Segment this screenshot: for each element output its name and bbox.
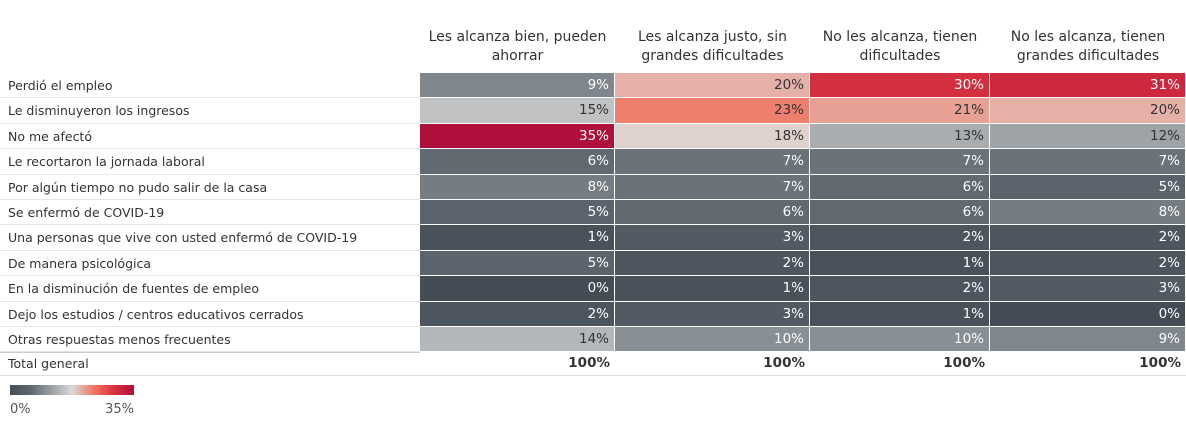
heat-cell: 2% (990, 225, 1186, 251)
heat-cell: 2% (420, 301, 615, 327)
row-label: Por algún tiempo no pudo salir de la cas… (0, 175, 420, 200)
heat-cell: 35% (420, 123, 615, 150)
heat-cell: 5% (420, 250, 615, 277)
heat-cell: 6% (420, 149, 615, 175)
row-label: No me afectó (0, 124, 420, 150)
heat-cell: 18% (615, 123, 810, 150)
heat-cell: 7% (615, 174, 810, 200)
column-header: No les alcanza, tienen grandes dificulta… (1010, 29, 1166, 64)
heat-cell: 12% (990, 123, 1186, 150)
column-header: No les alcanza, tienen dificultades (822, 29, 978, 64)
total-label: Total general (0, 352, 420, 375)
heat-cell: 9% (990, 327, 1186, 353)
heat-cell: 6% (810, 174, 990, 200)
heat-cell: 3% (615, 301, 810, 327)
heat-cell: 31% (990, 73, 1186, 99)
row-label: Otras respuestas menos frecuentes (0, 327, 420, 353)
heat-cell: 6% (810, 200, 990, 226)
heat-cell: 2% (990, 250, 1186, 277)
heat-cell: 5% (420, 200, 615, 226)
heat-cell: 0% (990, 301, 1186, 327)
heat-cell: 23% (615, 98, 810, 124)
heat-cell: 8% (420, 174, 615, 200)
heat-cell: 0% (420, 276, 615, 302)
heat-cell: 1% (420, 225, 615, 251)
legend-bar (10, 385, 134, 395)
total-value: 100% (1139, 355, 1181, 372)
heat-cell: 8% (990, 200, 1186, 226)
heat-cell: 21% (810, 98, 990, 124)
row-label: Dejo los estudios / centros educativos c… (0, 302, 420, 327)
heat-cell: 3% (615, 225, 810, 251)
heat-cell: 20% (990, 98, 1186, 124)
heat-cell: 10% (810, 327, 990, 353)
heat-cell: 1% (615, 276, 810, 302)
heat-cell: 13% (810, 123, 990, 150)
legend-label: 35% (105, 402, 134, 417)
total-value: 100% (763, 355, 805, 372)
heat-cell: 9% (420, 73, 615, 99)
heat-cell: 14% (420, 327, 615, 353)
heat-cell: 2% (810, 276, 990, 302)
row-label: De manera psicológica (0, 251, 420, 277)
row-label: Le recortaron la jornada laboral (0, 149, 420, 175)
total-value: 100% (568, 355, 610, 372)
row-label: Le disminuyeron los ingresos (0, 98, 420, 124)
heat-cell: 1% (810, 301, 990, 327)
row-label: En la disminución de fuentes de empleo (0, 276, 420, 302)
legend-label: 0% (10, 402, 31, 417)
heat-cell: 5% (990, 174, 1186, 200)
heat-cell: 2% (810, 225, 990, 251)
heat-cell: 7% (615, 149, 810, 175)
heat-cell: 2% (615, 250, 810, 277)
heat-cell: 3% (990, 276, 1186, 302)
column-header: Les alcanza bien, pueden ahorrar (428, 29, 607, 64)
row-label: Se enfermó de COVID-19 (0, 200, 420, 226)
heat-cell: 7% (810, 149, 990, 175)
heat-cell: 1% (810, 250, 990, 277)
total-rule (0, 375, 1186, 377)
row-label: Una personas que vive con usted enfermó … (0, 225, 420, 251)
heat-cell: 20% (615, 73, 810, 99)
heat-cell: 15% (420, 98, 615, 124)
heat-cell: 6% (615, 200, 810, 226)
column-header: Les alcanza justo, sin grandes dificulta… (638, 29, 787, 64)
heat-cell: 30% (810, 73, 990, 99)
heat-cell: 10% (615, 327, 810, 353)
heat-cell: 7% (990, 149, 1186, 175)
total-value: 100% (943, 355, 985, 372)
row-label: Perdió el empleo (0, 73, 420, 99)
